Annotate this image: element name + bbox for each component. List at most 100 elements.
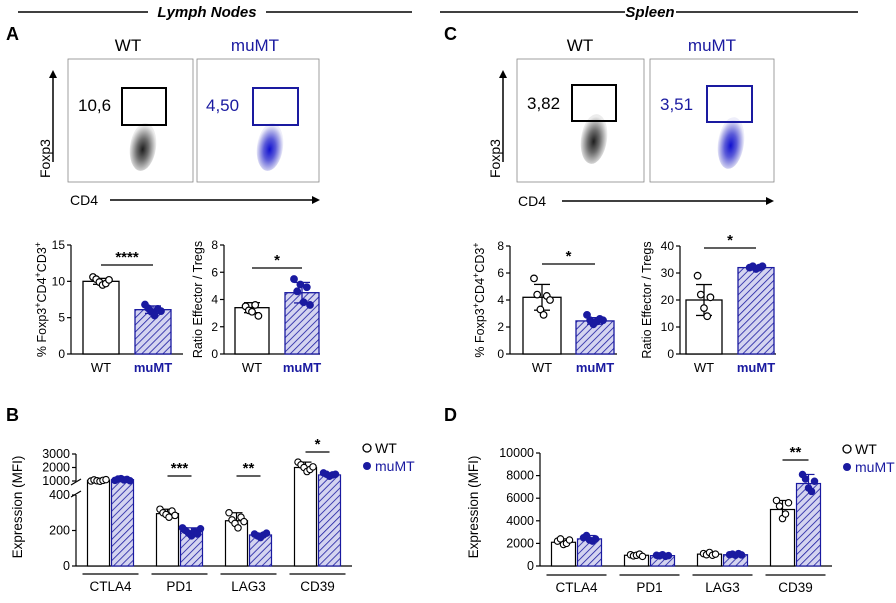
section-right-title: Spleen [625, 4, 674, 21]
x-tick-label: PD1 [636, 580, 662, 595]
x-tick-label: muMT [283, 360, 321, 375]
data-point [262, 529, 271, 537]
significance-label: * [274, 252, 280, 269]
significance-label: *** [171, 460, 189, 477]
significance-label: **** [115, 249, 139, 266]
flow-right-mu-title: muMT [688, 36, 736, 55]
flow-left-wt-value: 10,6 [78, 96, 111, 115]
flow-left-mu-density [256, 123, 284, 171]
data-point [105, 275, 113, 284]
data-point [331, 470, 340, 478]
legend-d: WT muMT [842, 441, 895, 475]
bar [155, 513, 180, 567]
flow-right-mu-box [649, 58, 775, 183]
y-tick-label: 20 [661, 293, 675, 307]
flow-left-wt-density [129, 123, 157, 171]
data-point [306, 301, 314, 309]
y-axis-label: Ratio Effector / Tregs [640, 241, 654, 358]
data-point [711, 550, 720, 558]
data-point [775, 502, 784, 510]
y-tick-label: 4 [497, 293, 504, 307]
data-point [533, 290, 542, 299]
flow-right-mu-gate [706, 85, 753, 123]
flow-right-wt-title: WT [567, 36, 593, 55]
y-tick-label: 8 [497, 239, 504, 253]
y-tick-label: 15 [52, 238, 66, 252]
data-point [225, 508, 233, 517]
data-point [801, 475, 810, 483]
y-axis-label: Ratio Effector / Tregs [191, 241, 205, 358]
data-point [102, 475, 110, 484]
y-tick-label: 8 [211, 238, 218, 252]
data-point [599, 316, 607, 325]
flow-left-mu-value: 4,50 [206, 96, 239, 115]
data-point [293, 287, 302, 296]
y-tick-label: 5 [58, 311, 65, 325]
flow-left-x-label: CD4 [70, 192, 98, 208]
data-point [565, 536, 574, 544]
legend-b-mu-label: muMT [375, 458, 415, 474]
data-point [302, 283, 311, 292]
data-point [254, 311, 263, 320]
data-point [165, 513, 173, 521]
x-tick-label: muMT [737, 360, 775, 375]
chart-a1: 0 5 10 15 WT muMT **** % Foxp3+CD4+CD3+ [33, 238, 183, 375]
y-tick-label: 0 [527, 559, 534, 573]
panel-label-c: C [444, 24, 457, 44]
significance-label: * [315, 436, 321, 453]
y-tick-label: 0 [58, 347, 65, 361]
legend-d-wt-label: WT [855, 441, 877, 457]
y-tick-label: 0 [667, 347, 674, 361]
bar [737, 266, 775, 355]
legend-d-wt-marker [842, 444, 852, 454]
y-tick-label: 200 [49, 524, 70, 538]
significance-label: ** [790, 444, 802, 461]
legend-b: WT muMT [362, 440, 415, 474]
y-axis-label: % Foxp3+CD4+CD3+ [33, 242, 49, 357]
flow-right-x-label: CD4 [518, 193, 546, 209]
data-point [737, 551, 746, 559]
x-tick-label: muMT [134, 360, 172, 375]
significance-label: * [727, 232, 733, 249]
y-tick-label: 3000 [42, 447, 70, 461]
flow-left-wt-title: WT [115, 36, 141, 55]
data-point [696, 290, 705, 299]
y-tick-label: 40 [661, 239, 675, 253]
data-point [290, 275, 298, 283]
y-tick-label: 0 [497, 347, 504, 361]
bar [110, 479, 135, 567]
data-point [664, 551, 673, 560]
bar [317, 474, 342, 567]
y-axis-label: % Foxp3+CD4+CD3+ [471, 242, 487, 357]
bar [795, 482, 822, 567]
section-left-title: Lymph Nodes [157, 4, 256, 21]
significance-label: * [566, 248, 572, 265]
chart-c2: 0 10 20 30 40 WT muMT * Ratio Effector / Tregs [640, 232, 776, 375]
y-tick-label: 400 [49, 488, 70, 502]
y-tick-label: 6 [497, 266, 504, 280]
x-tick-label: CTLA4 [555, 580, 598, 595]
data-point [171, 511, 179, 520]
chart-a2: 0 2 4 6 8 WT muMT * Ratio Effector / Tregs [191, 238, 321, 375]
data-point [234, 524, 242, 532]
x-tick-label: WT [242, 360, 262, 375]
y-tick-label: 8000 [506, 469, 534, 483]
y-tick-label: 10 [52, 274, 66, 288]
y-tick-label: 30 [661, 266, 675, 280]
data-point [693, 271, 702, 280]
x-tick-label: WT [694, 360, 714, 375]
flow-right-y-label: Foxp3 [487, 139, 503, 178]
chart-d: 0 2000 4000 6000 8000 10000 CTLA4 PD1 LAG3 CD39 **… [466, 444, 832, 595]
legend-b-wt-marker [362, 443, 372, 453]
x-tick-label: muMT [576, 360, 614, 375]
y-tick-label: 2 [211, 320, 218, 334]
y-tick-label: 0 [211, 347, 218, 361]
panel-label-a: A [6, 24, 19, 44]
flow-left-mu-gate [252, 87, 299, 126]
data-point [546, 296, 554, 304]
data-point [539, 310, 548, 319]
y-tick-label: 4000 [506, 514, 534, 528]
data-point [240, 517, 248, 526]
flow-right-wt-value: 3,82 [527, 94, 560, 113]
y-tick-label: 10000 [499, 446, 534, 460]
